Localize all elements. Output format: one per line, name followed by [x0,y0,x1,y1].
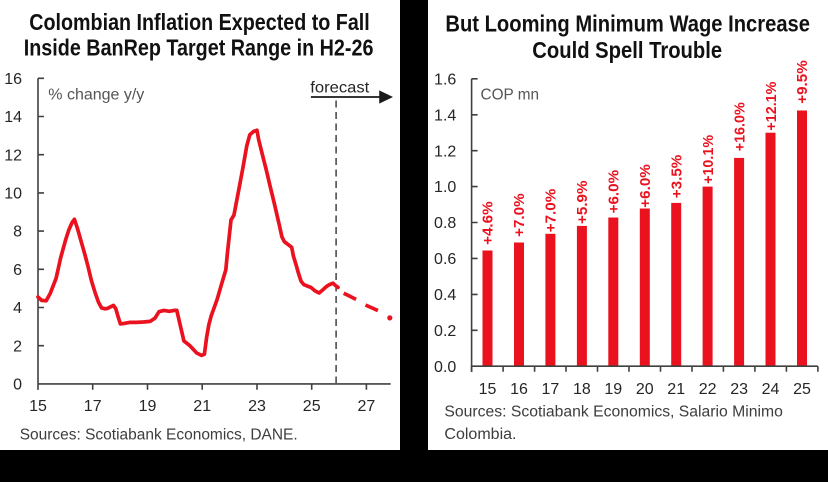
svg-text:1.0: 1.0 [434,179,456,196]
svg-text:21: 21 [193,398,211,415]
svg-text:23: 23 [248,398,266,415]
svg-text:+6.0%: +6.0% [638,164,654,208]
svg-text:19: 19 [604,381,622,398]
svg-text:COP mn: COP mn [481,87,540,104]
svg-text:Colombian Inflation Expected t: Colombian Inflation Expected to Fall [29,9,370,35]
svg-text:0: 0 [13,377,22,394]
svg-text:17: 17 [542,381,560,398]
svg-text:+7.0%: +7.0% [544,188,560,232]
svg-text:+12.1%: +12.1% [764,81,780,130]
svg-text:25: 25 [303,398,321,415]
svg-text:17: 17 [84,398,102,415]
svg-text:+5.9%: +5.9% [575,180,591,224]
svg-text:+4.6%: +4.6% [481,201,497,245]
svg-text:8: 8 [13,224,22,241]
svg-text:4: 4 [13,300,22,317]
svg-text:25: 25 [793,381,811,398]
svg-text:6: 6 [13,262,22,279]
svg-text:Sources: Scotiabank Economics,: Sources: Scotiabank Economics, Salario M… [444,403,783,420]
svg-text:12: 12 [4,147,22,164]
svg-text:But Looming Minimum Wage Incre: But Looming Minimum Wage Increase [445,11,810,37]
svg-text:15: 15 [29,398,47,415]
svg-text:15: 15 [479,381,497,398]
svg-text:1.4: 1.4 [434,107,456,124]
svg-text:+10.1%: +10.1% [701,135,717,184]
svg-text:21: 21 [667,381,685,398]
svg-text:1.2: 1.2 [434,143,456,160]
svg-text:0.6: 0.6 [434,251,456,268]
svg-text:14: 14 [4,109,22,126]
svg-text:0.2: 0.2 [434,323,456,340]
svg-text:+6.0%: +6.0% [607,170,623,214]
svg-text:0.4: 0.4 [434,287,456,304]
svg-text:+7.0%: +7.0% [512,193,528,237]
svg-text:0.0: 0.0 [434,359,456,376]
svg-text:24: 24 [762,381,780,398]
svg-text:16: 16 [4,71,22,88]
svg-text:+16.0%: +16.0% [732,102,748,151]
svg-text:1.6: 1.6 [434,71,456,88]
svg-text:0.8: 0.8 [434,215,456,232]
svg-text:18: 18 [573,381,591,398]
svg-text:23: 23 [730,381,748,398]
svg-text:+9.5%: +9.5% [795,60,811,104]
svg-text:19: 19 [139,398,157,415]
svg-text:Colombia.: Colombia. [444,426,516,443]
svg-text:10: 10 [4,186,22,203]
svg-text:Sources: Scotiabank Economics,: Sources: Scotiabank Economics, DANE. [20,427,298,444]
svg-text:27: 27 [358,398,376,415]
svg-text:forecast: forecast [310,80,370,97]
svg-text:22: 22 [699,381,717,398]
svg-text:2: 2 [13,338,22,355]
svg-text:Inside BanRep Target Range in: Inside BanRep Target Range in H2-26 [24,34,374,60]
svg-text:+3.5%: +3.5% [669,154,685,198]
svg-text:20: 20 [636,381,654,398]
svg-text:Could Spell Trouble: Could Spell Trouble [532,37,722,63]
svg-text:16: 16 [510,381,528,398]
svg-text:% change y/y: % change y/y [48,86,144,103]
